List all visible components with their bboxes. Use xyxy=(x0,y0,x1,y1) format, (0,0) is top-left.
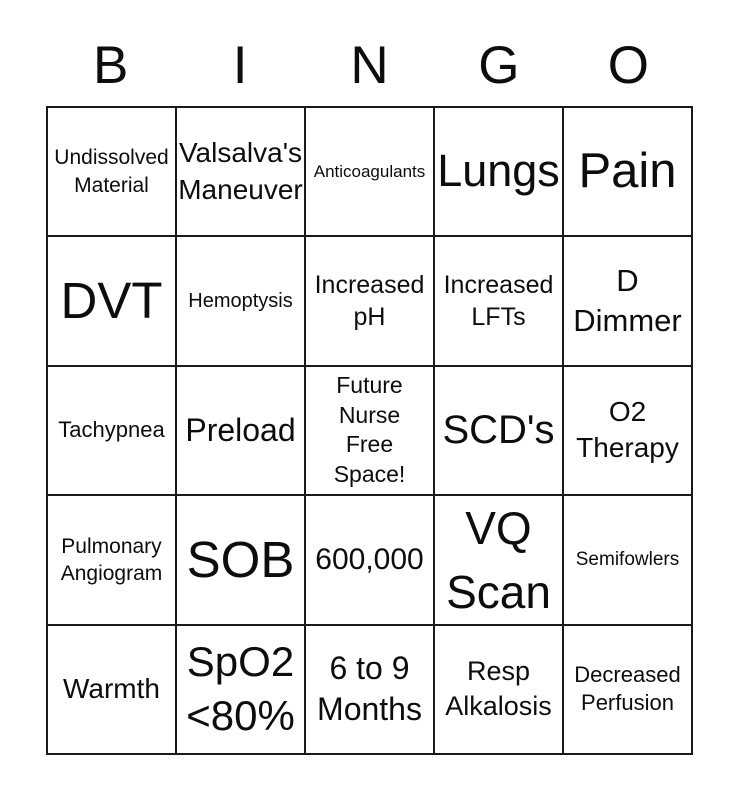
bingo-header: B I N G O xyxy=(46,36,693,96)
bingo-cell-r3c4[interactable]: SCD's xyxy=(434,365,563,496)
bingo-cell-r4c4[interactable]: VQ Scan xyxy=(434,495,563,625)
bingo-letter-o: O xyxy=(607,36,649,95)
bingo-cell-r2c1[interactable]: DVT xyxy=(47,236,176,366)
bingo-cell-r3c1[interactable]: Tachypnea xyxy=(47,365,176,496)
bingo-cell-r1c3[interactable]: Anticoagulants xyxy=(305,107,434,237)
bingo-cell-r3c2[interactable]: Preload xyxy=(176,365,305,496)
bingo-cell-r1c5[interactable]: Pain xyxy=(563,107,692,237)
bingo-cell-r4c3[interactable]: 600,000 xyxy=(305,495,434,625)
bingo-letter-n: N xyxy=(350,36,389,95)
bingo-cell-r5c3[interactable]: 6 to 9 Months xyxy=(305,624,434,754)
bingo-cell-r4c1[interactable]: Pulmonary Angiogram xyxy=(47,495,176,625)
bingo-cell-r1c1[interactable]: Undissolved Material xyxy=(47,107,176,237)
bingo-cell-r2c5[interactable]: D Dimmer xyxy=(563,236,692,366)
bingo-cell-r3c5[interactable]: O2 Therapy xyxy=(563,365,692,496)
bingo-letter-g: G xyxy=(478,36,520,95)
bingo-cell-r2c2[interactable]: Hemoptysis xyxy=(176,236,305,366)
bingo-cell-r5c2[interactable]: SpO2 <80% xyxy=(176,624,305,754)
bingo-free-space-cell[interactable]: Future Nurse Free Space! xyxy=(305,365,434,496)
bingo-grid: Undissolved Material Valsalva's Maneuver… xyxy=(46,106,693,755)
bingo-cell-r1c4[interactable]: Lungs xyxy=(434,107,563,237)
bingo-letter-b: B xyxy=(93,36,129,95)
bingo-cell-r5c1[interactable]: Warmth xyxy=(47,624,176,754)
bingo-cell-r4c5[interactable]: Semifowlers xyxy=(563,495,692,625)
bingo-cell-r2c4[interactable]: Increased LFTs xyxy=(434,236,563,366)
bingo-cell-r5c4[interactable]: Resp Alkalosis xyxy=(434,624,563,754)
bingo-letter-i: I xyxy=(232,36,248,95)
bingo-cell-r4c2[interactable]: SOB xyxy=(176,495,305,625)
bingo-cell-r2c3[interactable]: Increased pH xyxy=(305,236,434,366)
bingo-cell-r1c2[interactable]: Valsalva's Maneuver xyxy=(176,107,305,237)
bingo-cell-r5c5[interactable]: Decreased Perfusion xyxy=(563,624,692,754)
